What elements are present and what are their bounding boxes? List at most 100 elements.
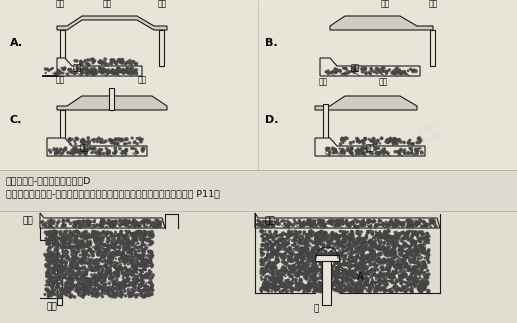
Point — [67, 256, 75, 262]
Point — [345, 243, 353, 248]
Point — [147, 288, 156, 294]
Point — [354, 254, 362, 259]
Point — [115, 232, 124, 237]
Point — [77, 258, 85, 263]
Point — [341, 285, 349, 290]
Point — [73, 272, 81, 277]
Point — [98, 238, 107, 243]
Point — [357, 148, 366, 153]
Point — [84, 240, 92, 245]
Point — [74, 221, 82, 226]
Point — [284, 241, 292, 246]
Point — [405, 146, 414, 151]
Point — [87, 235, 96, 240]
Point — [78, 223, 86, 228]
Point — [46, 272, 54, 277]
Point — [397, 278, 405, 283]
Point — [374, 245, 382, 250]
Point — [352, 267, 360, 272]
Point — [371, 265, 379, 270]
Point — [89, 150, 97, 155]
Point — [384, 270, 392, 276]
Point — [98, 289, 107, 294]
Point — [114, 66, 123, 71]
Point — [132, 269, 141, 274]
Point — [361, 136, 370, 141]
Point — [387, 236, 396, 241]
Point — [316, 288, 324, 293]
Point — [139, 253, 147, 258]
Point — [331, 254, 340, 259]
Point — [95, 136, 103, 141]
Point — [91, 265, 99, 270]
Point — [378, 278, 387, 284]
Point — [292, 272, 300, 277]
Point — [280, 281, 288, 287]
Point — [379, 244, 388, 249]
Point — [96, 275, 104, 280]
Point — [285, 271, 293, 276]
Point — [113, 249, 121, 254]
Point — [336, 289, 344, 294]
Point — [318, 269, 326, 274]
Point — [287, 286, 295, 291]
Point — [262, 287, 270, 292]
Point — [411, 280, 419, 285]
Point — [300, 223, 308, 228]
Point — [291, 272, 299, 277]
Point — [398, 263, 406, 268]
Point — [263, 265, 271, 270]
Point — [57, 294, 66, 299]
Point — [404, 230, 413, 235]
Point — [414, 233, 422, 238]
Point — [45, 238, 54, 243]
Point — [156, 222, 164, 227]
Point — [122, 148, 130, 153]
Point — [290, 243, 298, 248]
Point — [60, 286, 68, 291]
Point — [377, 136, 386, 141]
Point — [303, 257, 311, 263]
Point — [104, 218, 112, 223]
Point — [354, 150, 362, 155]
Point — [126, 60, 134, 65]
Point — [102, 232, 111, 237]
Point — [302, 260, 311, 266]
Point — [315, 230, 324, 235]
Point — [56, 232, 65, 237]
Point — [301, 247, 310, 253]
Point — [51, 233, 59, 238]
Point — [43, 67, 51, 72]
Point — [401, 280, 409, 285]
Point — [140, 266, 148, 272]
Point — [374, 231, 383, 236]
Point — [327, 240, 335, 245]
Point — [365, 220, 373, 225]
Point — [66, 141, 74, 147]
Point — [296, 286, 305, 291]
Point — [393, 70, 402, 75]
Point — [285, 245, 294, 250]
Point — [43, 264, 51, 269]
Point — [113, 269, 121, 274]
Point — [304, 250, 312, 255]
Point — [353, 289, 361, 295]
Point — [116, 223, 124, 228]
Point — [344, 270, 353, 275]
Point — [80, 265, 88, 270]
Point — [154, 221, 162, 226]
Point — [428, 219, 436, 224]
Point — [390, 283, 398, 288]
Point — [69, 258, 77, 263]
Point — [110, 141, 118, 146]
Point — [108, 260, 116, 265]
Point — [322, 267, 330, 273]
Point — [138, 277, 146, 282]
Text: 栓: 栓 — [313, 304, 318, 313]
Point — [278, 239, 286, 244]
Point — [99, 267, 107, 273]
Point — [56, 287, 65, 292]
Point — [296, 268, 304, 274]
Point — [122, 229, 130, 234]
Point — [357, 220, 365, 225]
